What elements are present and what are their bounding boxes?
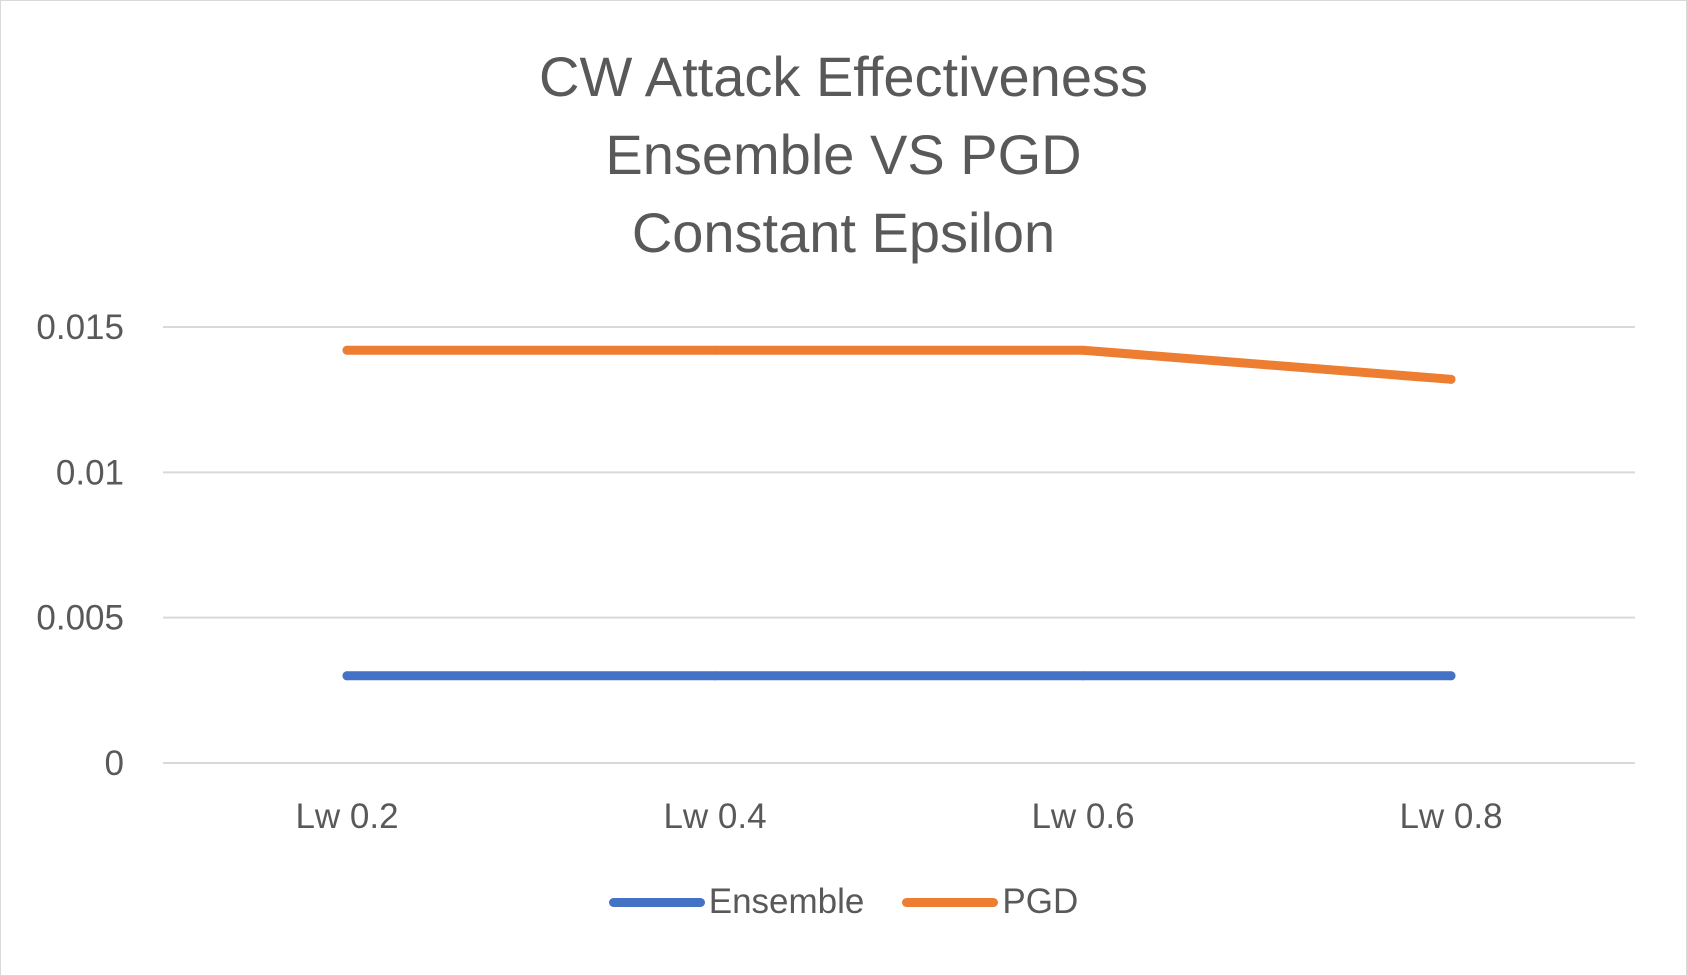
x-axis-ticks: Lw 0.2 Lw 0.4 Lw 0.6 Lw 0.8 [295,797,1502,836]
chart-title-line-2: Ensemble VS PGD [605,123,1082,186]
x-tick-label: Lw 0.6 [1031,797,1134,836]
chart-title: CW Attack Effectiveness Ensemble VS PGD … [0,38,1687,272]
y-tick-label: 0.015 [36,308,124,347]
x-tick-label: Lw 0.8 [1399,797,1502,836]
x-tick-label: Lw 0.4 [663,797,766,836]
y-tick-label: 0 [105,744,124,783]
data-point-ensemble [710,671,720,681]
legend-item-ensemble: Ensemble [608,880,865,924]
legend-swatch-ensemble [608,897,705,907]
data-point-pgd [1078,345,1088,355]
legend-label-ensemble: Ensemble [708,882,865,921]
y-axis-ticks: 0 0.005 0.01 0.015 [36,308,124,783]
legend: Ensemble PGD [0,880,1687,924]
series-lines [342,345,1456,681]
data-point-pgd [1446,374,1456,384]
data-point-pgd [342,345,352,355]
data-point-ensemble [342,671,352,681]
data-point-ensemble [1446,671,1456,681]
series-line-pgd [342,345,1456,384]
y-tick-label: 0.01 [56,453,124,492]
chart-title-line-1: CW Attack Effectiveness [539,45,1148,108]
data-point-ensemble [1078,671,1088,681]
gridlines [163,326,1635,764]
legend-swatch-pgd [902,897,999,907]
data-point-pgd [710,345,720,355]
x-tick-label: Lw 0.2 [295,797,398,836]
legend-item-pgd: PGD [902,880,1078,924]
chart-title-line-3: Constant Epsilon [631,201,1056,264]
y-tick-label: 0.005 [36,599,124,638]
legend-label-pgd: PGD [1002,882,1079,921]
